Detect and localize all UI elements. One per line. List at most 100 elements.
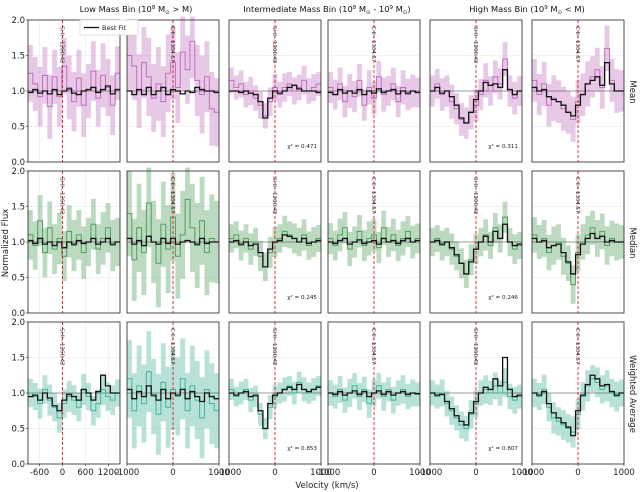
panel-2-1: C II - 1334.57 -1000 0 1000 bbox=[115, 321, 230, 478]
column-title-high-mass: High Mass Bin (109 M⊙ < M) bbox=[469, 4, 584, 16]
panel-frame bbox=[327, 19, 421, 163]
chi-square-label: χ² = 0.246 bbox=[488, 294, 518, 301]
error-band bbox=[28, 37, 120, 139]
error-band bbox=[430, 201, 522, 289]
y-tick-label: 0.5 bbox=[11, 123, 25, 133]
y-tick-label: 1.0 bbox=[11, 389, 25, 399]
legend: Best Fit bbox=[79, 19, 139, 36]
x-tick-label: 0 bbox=[473, 468, 478, 478]
ion-label: Si II - 1260.42 bbox=[472, 328, 478, 365]
error-band bbox=[28, 373, 120, 433]
ion-label: C II - 1334.57 bbox=[574, 177, 580, 213]
panel-frame bbox=[429, 19, 523, 163]
panel-0-1: C II - 1334.57 bbox=[126, 16, 220, 163]
error-band bbox=[532, 25, 624, 143]
panel-1-5: C II - 1334.57 bbox=[531, 170, 625, 314]
ion-label: Si II - 1260.42 bbox=[59, 26, 65, 63]
y-tick-label: 0.0 bbox=[11, 309, 25, 319]
x-tick-label: 1000 bbox=[409, 468, 431, 478]
panel-1-0: Si II - 1260.42 0.0 0.5 1.0 1.5 2.0 bbox=[11, 167, 121, 319]
flux-step-line bbox=[328, 76, 420, 106]
panel-2-3: C II - 1334.57 -1000 0 1000 bbox=[316, 321, 431, 478]
panel-grid: Si II - 1260.42 0.0 0.5 1.0 1.5 2.0 C II - 133… bbox=[11, 16, 634, 478]
best-fit-line bbox=[328, 88, 420, 96]
panel-1-2: Si II - 1260.42 χ² = 0.245 bbox=[228, 170, 322, 314]
best-fit-line bbox=[532, 61, 624, 117]
panel-0-2: Si II - 1260.42 χ² = 0.471 bbox=[228, 19, 322, 163]
ion-label: C II - 1334.57 bbox=[169, 328, 175, 364]
best-fit-line bbox=[28, 237, 120, 249]
best-fit-line bbox=[28, 85, 120, 96]
ion-label: Si II - 1260.42 bbox=[472, 177, 478, 214]
ion-label: C II - 1334.57 bbox=[169, 26, 175, 62]
best-fit-line bbox=[229, 84, 321, 119]
panel-1-1: C II - 1334.57 bbox=[126, 167, 220, 314]
y-tick-label: 1.5 bbox=[11, 52, 25, 62]
row-label-mean: Mean bbox=[627, 80, 637, 103]
panel-frame bbox=[531, 19, 625, 163]
best-fit-line bbox=[127, 235, 219, 247]
panel-0-3: C II - 1334.57 bbox=[327, 19, 421, 163]
x-axis-label: Velocity (km/s) bbox=[295, 481, 358, 491]
panel-2-2: Si II - 1260.42 χ² = 0.853 -1000 0 1000 bbox=[217, 321, 332, 478]
y-tick-label: 1.0 bbox=[11, 238, 25, 248]
flux-step-line bbox=[28, 65, 120, 108]
panel-frame bbox=[531, 170, 625, 314]
panel-2-0: Si II - 1260.42 0.0 0.5 1.0 1.5 2.0 -600 0 600 12… bbox=[11, 318, 121, 478]
x-tick-label: 0 bbox=[272, 468, 277, 478]
y-axis-label: Normalized Flux bbox=[1, 209, 11, 278]
panel-0-4: Si II - 1260.42 χ² = 0.311 bbox=[429, 19, 523, 163]
y-tick-label: 0.0 bbox=[11, 460, 25, 470]
panel-frame bbox=[126, 19, 220, 163]
chi-square-label: χ² = 0.311 bbox=[488, 143, 518, 150]
ion-label: C II - 1334.57 bbox=[574, 328, 580, 364]
x-tick-label: 1000 bbox=[613, 468, 635, 478]
flux-step-line bbox=[328, 227, 420, 250]
x-tick-label: -1000 bbox=[316, 468, 341, 478]
row-label-median: Median bbox=[627, 228, 637, 259]
column-title-intermediate-mass: Intermediate Mass Bin (108 M⊙ - 109 M⊙) bbox=[243, 4, 410, 16]
flux-step-line bbox=[532, 227, 624, 286]
ion-label: Si II - 1260.42 bbox=[472, 26, 478, 63]
best-fit-line bbox=[328, 237, 420, 245]
flux-step-line bbox=[28, 388, 120, 419]
y-tick-label: 0.0 bbox=[11, 158, 25, 168]
ion-label: C II - 1334.57 bbox=[370, 26, 376, 62]
flux-step-line bbox=[532, 47, 624, 120]
x-tick-label: 1000 bbox=[511, 468, 533, 478]
y-tick-label: 0.5 bbox=[11, 425, 25, 435]
x-tick-label: 0 bbox=[371, 468, 376, 478]
y-tick-label: 2.0 bbox=[11, 16, 25, 26]
panel-0-0: Si II - 1260.42 0.0 0.5 1.0 1.5 2.0 bbox=[11, 16, 121, 168]
panel-2-5: C II - 1334.57 -1000 0 1000 bbox=[520, 321, 635, 478]
panel-frame bbox=[228, 170, 322, 314]
panel-frame bbox=[126, 170, 220, 314]
chi-square-label: χ² = 0.245 bbox=[287, 294, 317, 301]
x-tick-label: 0 bbox=[575, 468, 580, 478]
best-fit-line bbox=[532, 232, 624, 275]
y-tick-label: 1.0 bbox=[11, 87, 25, 97]
ion-label: Si II - 1260.42 bbox=[59, 177, 65, 214]
y-tick-label: 2.0 bbox=[11, 318, 25, 328]
best-fit-line bbox=[127, 86, 219, 96]
error-band bbox=[328, 373, 420, 418]
x-tick-label: 1000 bbox=[310, 468, 332, 478]
panel-1-3: C II - 1334.57 bbox=[327, 170, 421, 314]
x-tick-label: -1000 bbox=[418, 468, 443, 478]
ion-label: Si II - 1260.42 bbox=[59, 328, 65, 365]
x-tick-label: 1000 bbox=[208, 468, 230, 478]
x-tick-label: -1000 bbox=[115, 468, 140, 478]
legend-box bbox=[79, 19, 139, 36]
error-band bbox=[229, 371, 321, 440]
best-fit-line bbox=[430, 223, 522, 275]
x-tick-label: 600 bbox=[77, 468, 93, 478]
y-tick-label: 1.5 bbox=[11, 203, 25, 213]
chi-square-label: χ² = 0.853 bbox=[287, 445, 317, 452]
y-tick-label: 2.0 bbox=[11, 167, 25, 177]
best-fit-line bbox=[430, 69, 522, 124]
best-fit-line bbox=[229, 383, 321, 430]
best-fit-line bbox=[28, 374, 120, 412]
panel-2-4: Si II - 1260.42 χ² = 0.807 -1000 0 1000 bbox=[418, 321, 533, 478]
x-tick-label: -1000 bbox=[520, 468, 545, 478]
